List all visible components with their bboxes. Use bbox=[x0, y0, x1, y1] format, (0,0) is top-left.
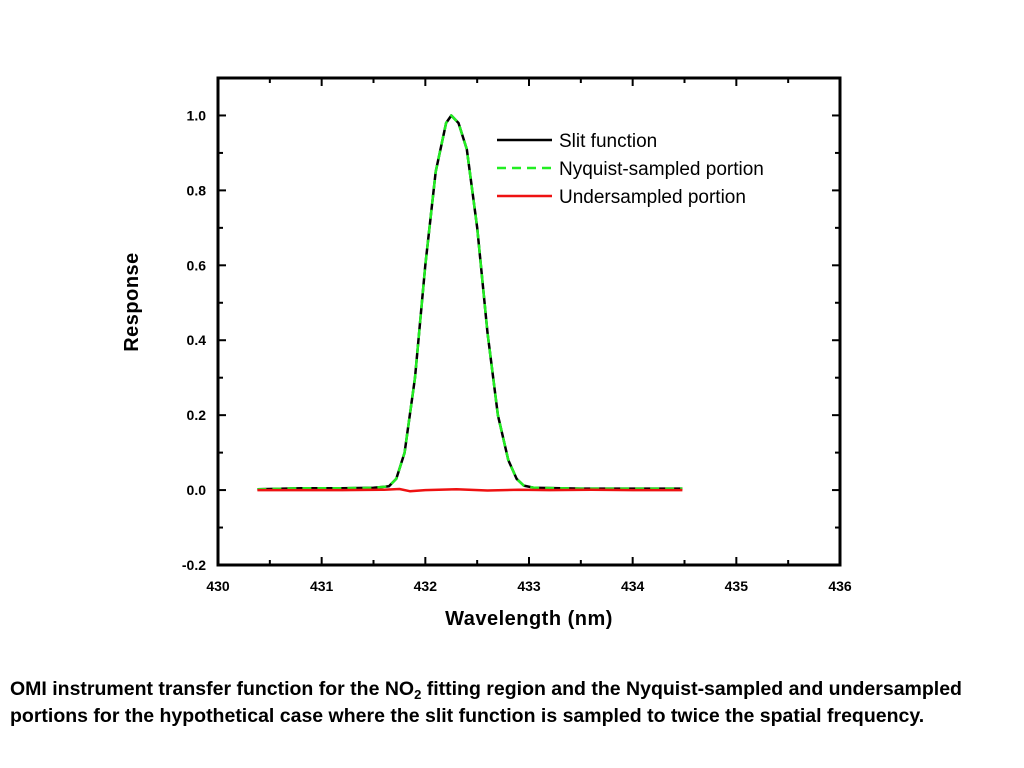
x-tick-label: 436 bbox=[828, 578, 852, 594]
plot-frame bbox=[216, 76, 842, 567]
chart: 430 431 432 433 434 435 436 -0.2 0.0 0.2 0.4 0.6 0.… bbox=[121, 76, 852, 630]
y-tick-label: 0.0 bbox=[187, 482, 207, 498]
legend-label-0: Slit function bbox=[559, 131, 657, 152]
figure-caption: OMI instrument transfer function for the… bbox=[10, 676, 1015, 730]
x-tick-label: 435 bbox=[725, 578, 749, 594]
x-tick-label: 431 bbox=[310, 578, 334, 594]
legend: Slit function Nyquist-sampled portion Unde… bbox=[497, 131, 764, 208]
x-tick-label: 432 bbox=[414, 578, 438, 594]
plot-lines bbox=[257, 114, 683, 493]
series-line-2 bbox=[257, 487, 683, 493]
series-line-1 bbox=[257, 114, 683, 491]
y-axis-title: Response bbox=[121, 252, 143, 352]
x-tick-label: 430 bbox=[206, 578, 230, 594]
caption-subscript: 2 bbox=[414, 687, 422, 702]
y-tick-label: 0.2 bbox=[187, 407, 207, 423]
caption-text-end: fitting region and the Nyquist-sampled a… bbox=[10, 678, 962, 727]
y-tick-label: 1.0 bbox=[187, 107, 207, 123]
x-tick-label: 434 bbox=[621, 578, 645, 594]
x-tick-label: 433 bbox=[517, 578, 541, 594]
legend-label-1: Nyquist-sampled portion bbox=[559, 159, 764, 180]
y-tick-label: 0.4 bbox=[187, 332, 207, 348]
y-axis-ticks: -0.2 0.0 0.2 0.4 0.6 0.8 1.0 bbox=[182, 77, 840, 573]
legend-label-2: Undersampled portion bbox=[559, 187, 746, 208]
y-tick-label: 0.8 bbox=[187, 182, 207, 198]
caption-text-start: OMI instrument transfer function for the… bbox=[10, 678, 415, 700]
x-axis-title: Wavelength (nm) bbox=[445, 608, 613, 630]
x-axis-ticks: 430 431 432 433 434 435 436 bbox=[206, 78, 852, 594]
y-tick-label: 0.6 bbox=[187, 257, 207, 273]
y-tick-label: -0.2 bbox=[182, 557, 206, 573]
